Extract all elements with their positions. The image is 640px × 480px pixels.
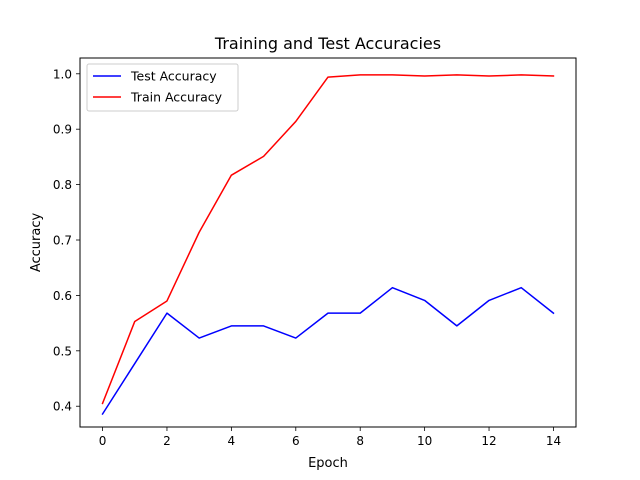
x-tick-label: 10 — [417, 434, 432, 448]
series-line-test-accuracy — [101, 286, 555, 416]
y-tick-label: 0.4 — [53, 400, 72, 414]
y-tick-label: 0.8 — [53, 178, 72, 192]
legend-label-train-accuracy: Train Accuracy — [130, 90, 223, 105]
x-axis-label: Epoch — [308, 456, 348, 471]
x-tick-label: 8 — [356, 434, 364, 448]
y-tick-label: 1.0 — [53, 67, 72, 81]
series-layer — [101, 74, 555, 416]
y-tick-label: 0.9 — [53, 123, 72, 137]
x-tick-label: 4 — [228, 434, 236, 448]
plot-frame — [79, 57, 577, 428]
x-tick-label: 0 — [99, 434, 107, 448]
x-axis-ticks: 0 2 4 6 8 10 12 14 — [99, 427, 561, 448]
y-axis-label: Accuracy — [29, 213, 44, 273]
y-axis-ticks: 0.4 0.5 0.6 0.7 0.8 0.9 1.0 — [53, 67, 80, 414]
y-tick-label: 0.5 — [53, 344, 72, 358]
x-tick-label: 2 — [163, 434, 171, 448]
y-tick-label: 0.6 — [53, 289, 72, 303]
x-tick-label: 14 — [546, 434, 561, 448]
y-tick-label: 0.7 — [53, 234, 72, 248]
series-line-train-accuracy — [101, 74, 555, 405]
legend-box — [86, 63, 239, 112]
legend-label-test-accuracy: Test Accuracy — [130, 69, 217, 84]
x-tick-label: 6 — [292, 434, 300, 448]
legend: Test Accuracy Train Accuracy — [86, 63, 239, 112]
chart-title: Training and Test Accuracies — [214, 34, 441, 53]
x-tick-label: 12 — [481, 434, 496, 448]
